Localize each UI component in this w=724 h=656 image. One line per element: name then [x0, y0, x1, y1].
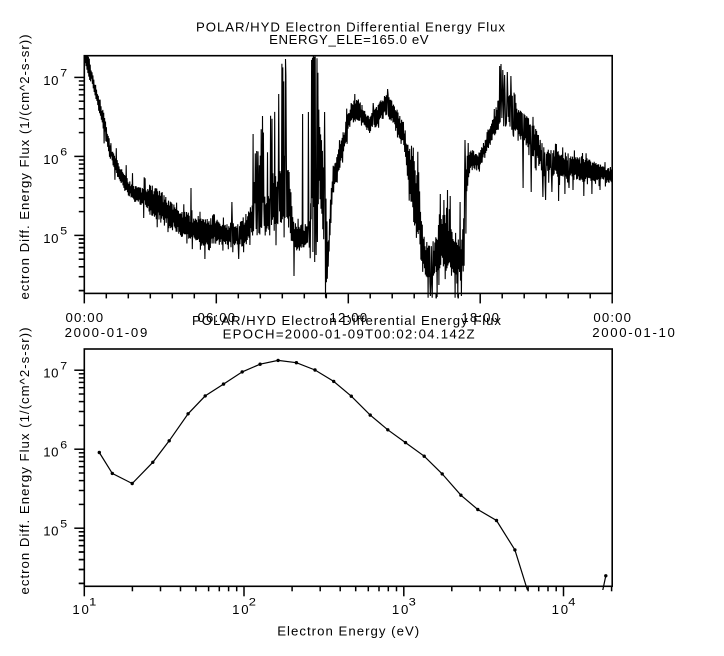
svg-text:ENERGY_ELE=165.0 eV: ENERGY_ELE=165.0 eV	[269, 32, 429, 47]
svg-text:10: 10	[72, 602, 89, 617]
svg-text:18:00: 18:00	[461, 310, 499, 325]
svg-text:06:00: 06:00	[198, 310, 236, 325]
svg-text:2: 2	[249, 597, 256, 609]
svg-text:10: 10	[43, 73, 58, 88]
svg-text:POLAR/HYD Electron Differenti: POLAR/HYD Electron Differential Energy F…	[192, 313, 501, 328]
svg-text:10: 10	[43, 152, 58, 167]
svg-text:1: 1	[89, 597, 96, 609]
svg-text:12:00: 12:00	[330, 310, 368, 325]
svg-text:10: 10	[43, 524, 58, 539]
svg-text:2000-01-10: 2000-01-10	[592, 325, 675, 340]
svg-text:10: 10	[232, 602, 249, 617]
svg-text:10: 10	[392, 602, 409, 617]
svg-text:6: 6	[60, 147, 67, 159]
svg-text:00:00: 00:00	[66, 310, 104, 325]
svg-text:ectron Diff. Energy Flux (1/(c: ectron Diff. Energy Flux (1/(cm^2-s-sr))	[17, 35, 32, 300]
svg-text:ectron Diff. Energy Flux (1/(c: ectron Diff. Energy Flux (1/(cm^2-s-sr))	[17, 328, 32, 595]
svg-text:10: 10	[552, 602, 569, 617]
svg-text:2000-01-09: 2000-01-09	[65, 325, 148, 340]
svg-text:Electron Energy (eV): Electron Energy (eV)	[277, 624, 419, 639]
svg-text:10: 10	[43, 445, 58, 460]
svg-text:POLAR/HYD Electron Differenti: POLAR/HYD Electron Differential Energy F…	[196, 19, 505, 34]
svg-text:7: 7	[60, 360, 67, 372]
svg-text:4: 4	[568, 597, 575, 609]
svg-text:EPOCH=2000-01-09T00:02:04.142Z: EPOCH=2000-01-09T00:02:04.142Z	[223, 326, 475, 341]
svg-text:00:00: 00:00	[593, 310, 631, 325]
svg-text:10: 10	[43, 231, 58, 246]
svg-text:6: 6	[60, 439, 67, 451]
svg-text:3: 3	[409, 597, 416, 609]
svg-text:7: 7	[60, 68, 67, 80]
svg-text:5: 5	[60, 226, 67, 238]
svg-text:5: 5	[60, 518, 67, 530]
svg-text:10: 10	[43, 366, 58, 381]
